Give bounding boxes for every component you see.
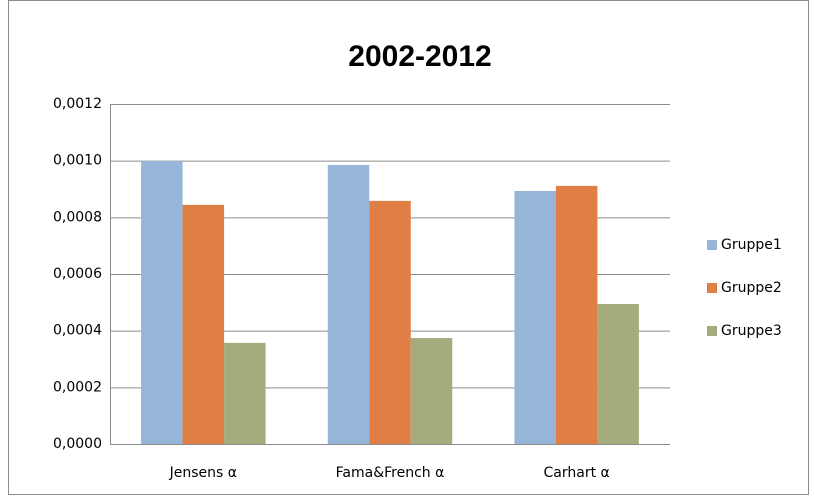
legend-swatch [707, 283, 717, 293]
legend-swatch [707, 326, 717, 336]
bar [410, 338, 453, 444]
chart-title: 2002-2012 [348, 40, 491, 73]
bar [369, 200, 411, 444]
bar [555, 185, 598, 444]
y-tick-label: 0,0010 [53, 153, 102, 169]
x-tick-label: Carhart α [544, 465, 610, 481]
y-tick-label: 0,0004 [53, 323, 102, 339]
bar [514, 190, 556, 444]
x-tick-label: Jensens α [169, 465, 237, 481]
bar [141, 160, 183, 444]
bar [597, 304, 639, 444]
y-tick-label: 0,0002 [53, 379, 102, 395]
y-tick-label: 0,0012 [53, 96, 102, 112]
y-tick-label: 0,0008 [53, 209, 102, 225]
y-tick-label: 0,0000 [53, 436, 102, 452]
x-tick-label: Fama&French α [336, 465, 445, 481]
bar [182, 204, 225, 444]
legend-swatch [707, 240, 717, 250]
y-tick-label: 0,0006 [53, 266, 102, 282]
legend-label: Gruppe2 [721, 280, 782, 296]
legend-label: Gruppe1 [721, 237, 782, 253]
bar [327, 164, 370, 444]
legend-label: Gruppe3 [721, 323, 782, 339]
bar [224, 342, 266, 444]
